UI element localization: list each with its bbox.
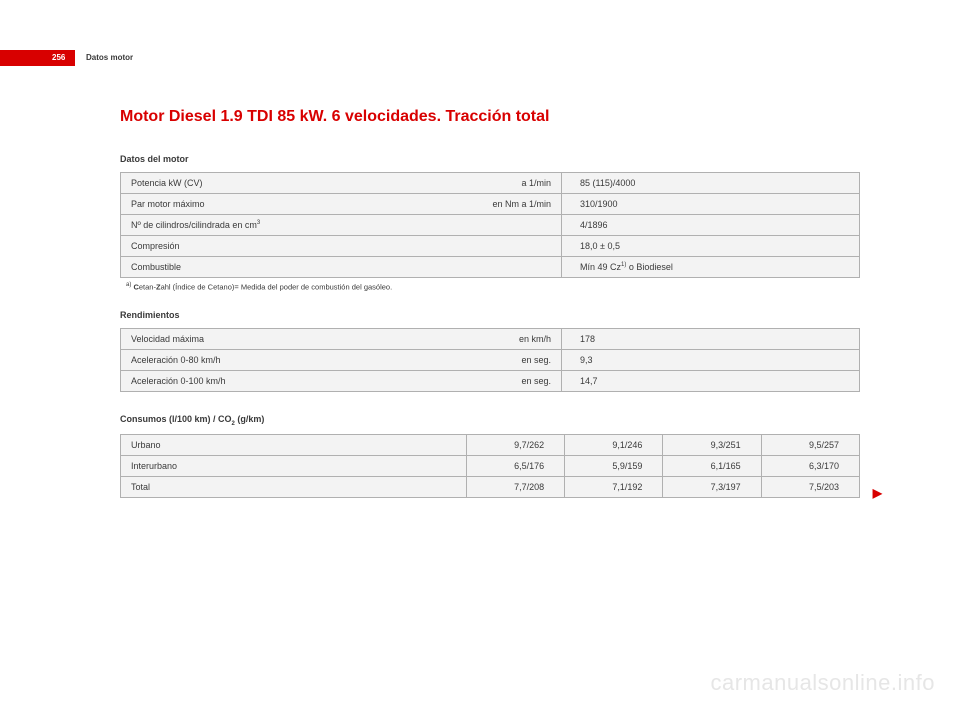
cell-value: 310/1900 [562, 194, 860, 215]
table-row: Aceleración 0-80 km/h en seg. 9,3 [121, 349, 860, 370]
cell-value: 5,9/159 [565, 456, 663, 477]
footnote: a) Cetan-Zahl (Índice de Cetano)= Medida… [126, 282, 860, 292]
performance-table: Velocidad máxima en km/h 178 Aceleración… [120, 328, 860, 392]
cell-label: Total [121, 477, 467, 498]
watermark: carmanualsonline.info [710, 670, 935, 696]
cell-value: 7,1/192 [565, 477, 663, 498]
cell-value: 9,5/257 [761, 435, 859, 456]
cell-value: 9,3 [562, 349, 860, 370]
cell-value: Mín 49 Cz1) o Biodiesel [562, 257, 860, 278]
cell-label: Urbano [121, 435, 467, 456]
cell-unit: a 1/min [521, 178, 551, 188]
cell-value: 9,3/251 [663, 435, 761, 456]
motor-data-table: Potencia kW (CV) a 1/min 85 (115)/4000 P… [120, 172, 860, 278]
cell-label: Aceleración 0-80 km/h [131, 355, 221, 365]
cell-unit: en seg. [521, 376, 551, 386]
cell-value: 9,7/262 [466, 435, 564, 456]
cell-label: Par motor máximo [131, 199, 205, 209]
cell-unit: en Nm a 1/min [492, 199, 551, 209]
consumption-table: Urbano 9,7/262 9,1/246 9,3/251 9,5/257 I… [120, 434, 860, 498]
cell-value: 14,7 [562, 370, 860, 391]
main-title: Motor Diesel 1.9 TDI 85 kW. 6 velocidade… [120, 108, 860, 126]
cell-value: 85 (115)/4000 [562, 173, 860, 194]
cell-value: 7,3/197 [663, 477, 761, 498]
table-row: Total 7,7/208 7,1/192 7,3/197 7,5/203 [121, 477, 860, 498]
cell-value: 9,1/246 [565, 435, 663, 456]
cell-unit: en km/h [519, 334, 551, 344]
cell-label: Interurbano [121, 456, 467, 477]
content-area: Motor Diesel 1.9 TDI 85 kW. 6 velocidade… [120, 108, 860, 502]
cell-value: 178 [562, 328, 860, 349]
motor-data-title: Datos del motor [120, 154, 860, 164]
cell-label: Velocidad máxima [131, 334, 204, 344]
cell-label: Combustible [131, 262, 181, 272]
table-row: Interurbano 6,5/176 5,9/159 6,1/165 6,3/… [121, 456, 860, 477]
table-row: Urbano 9,7/262 9,1/246 9,3/251 9,5/257 [121, 435, 860, 456]
page-number-tab: 256 [0, 50, 75, 66]
table-row: Combustible Mín 49 Cz1) o Biodiesel [121, 257, 860, 278]
cell-label: Nº de cilindros/cilindrada en cm3 [131, 220, 260, 230]
cell-value: 6,3/170 [761, 456, 859, 477]
cell-label: Potencia kW (CV) [131, 178, 203, 188]
table-row: Aceleración 0-100 km/h en seg. 14,7 [121, 370, 860, 391]
header-section-title: Datos motor [86, 53, 133, 62]
cell-value: 4/1896 [562, 215, 860, 236]
cell-label: Compresión [131, 241, 180, 251]
cell-label: Aceleración 0-100 km/h [131, 376, 226, 386]
cell-value: 7,7/208 [466, 477, 564, 498]
cell-value: 7,5/203 [761, 477, 859, 498]
table-row: Velocidad máxima en km/h 178 [121, 328, 860, 349]
consumption-title: Consumos (l/100 km) / CO2 (g/km) [120, 414, 860, 427]
cell-value: 6,5/176 [466, 456, 564, 477]
cell-value: 18,0 ± 0,5 [562, 236, 860, 257]
cell-value: 6,1/165 [663, 456, 761, 477]
consumption-table-wrap: Urbano 9,7/262 9,1/246 9,3/251 9,5/257 I… [120, 434, 860, 498]
performance-title: Rendimientos [120, 310, 860, 320]
page-number: 256 [52, 53, 65, 62]
table-row: Par motor máximo en Nm a 1/min 310/1900 [121, 194, 860, 215]
table-row: Compresión 18,0 ± 0,5 [121, 236, 860, 257]
table-row: Nº de cilindros/cilindrada en cm3 4/1896 [121, 215, 860, 236]
continue-arrow-icon: ▶ [873, 486, 882, 500]
table-row: Potencia kW (CV) a 1/min 85 (115)/4000 [121, 173, 860, 194]
cell-unit: en seg. [521, 355, 551, 365]
